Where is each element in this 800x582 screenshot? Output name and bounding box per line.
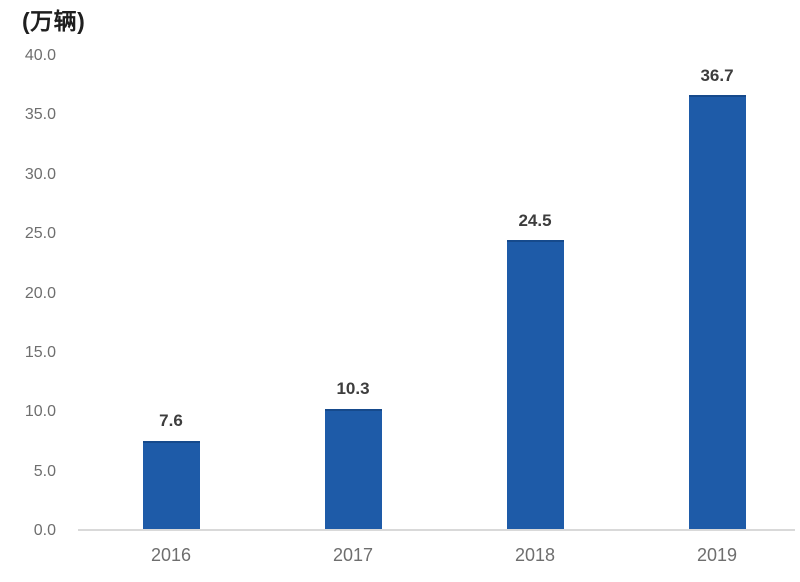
x-axis: 2016 2017 2018 2019 <box>80 542 800 568</box>
bar-slot: 10.3 <box>262 56 444 531</box>
y-tick-label: 0.0 <box>33 522 56 539</box>
x-tick-label: 2018 <box>514 545 556 565</box>
bar-value-label: 36.7 <box>700 65 734 85</box>
y-tick-label: 35.0 <box>24 106 56 124</box>
bar-value-label: 24.5 <box>518 210 552 230</box>
y-axis-unit-label: (万辆) <box>22 8 86 34</box>
x-tick-label: 2017 <box>332 545 374 565</box>
y-tick-label: 20.0 <box>24 284 56 302</box>
y-tick-label: 15.0 <box>24 343 56 361</box>
bar-value-label: 10.3 <box>336 379 370 399</box>
plot-area: 7.6 10.3 24.5 36.7 <box>80 56 800 531</box>
y-tick-label: 5.0 <box>33 462 56 480</box>
x-tick-label: 2019 <box>696 545 738 565</box>
bar-2018 <box>506 240 564 531</box>
bar-slot: 24.5 <box>444 56 626 531</box>
y-tick-label: 25.0 <box>24 225 56 243</box>
bar-2019 <box>688 95 746 531</box>
x-tick-label: 2016 <box>150 545 192 565</box>
y-tick-label: 40.0 <box>24 47 56 64</box>
y-tick-label: 30.0 <box>24 165 56 183</box>
y-axis: 0.0 5.0 10.0 15.0 20.0 25.0 30.0 35.0 40.0 <box>0 0 56 582</box>
bar-2016 <box>142 440 200 531</box>
y-tick-label: 10.0 <box>24 403 56 421</box>
bar-slot: 36.7 <box>626 56 800 531</box>
x-axis-line <box>78 529 795 531</box>
bar-value-label: 7.6 <box>159 411 183 431</box>
bar-slot: 7.6 <box>80 56 262 531</box>
bar-2017 <box>324 408 382 531</box>
